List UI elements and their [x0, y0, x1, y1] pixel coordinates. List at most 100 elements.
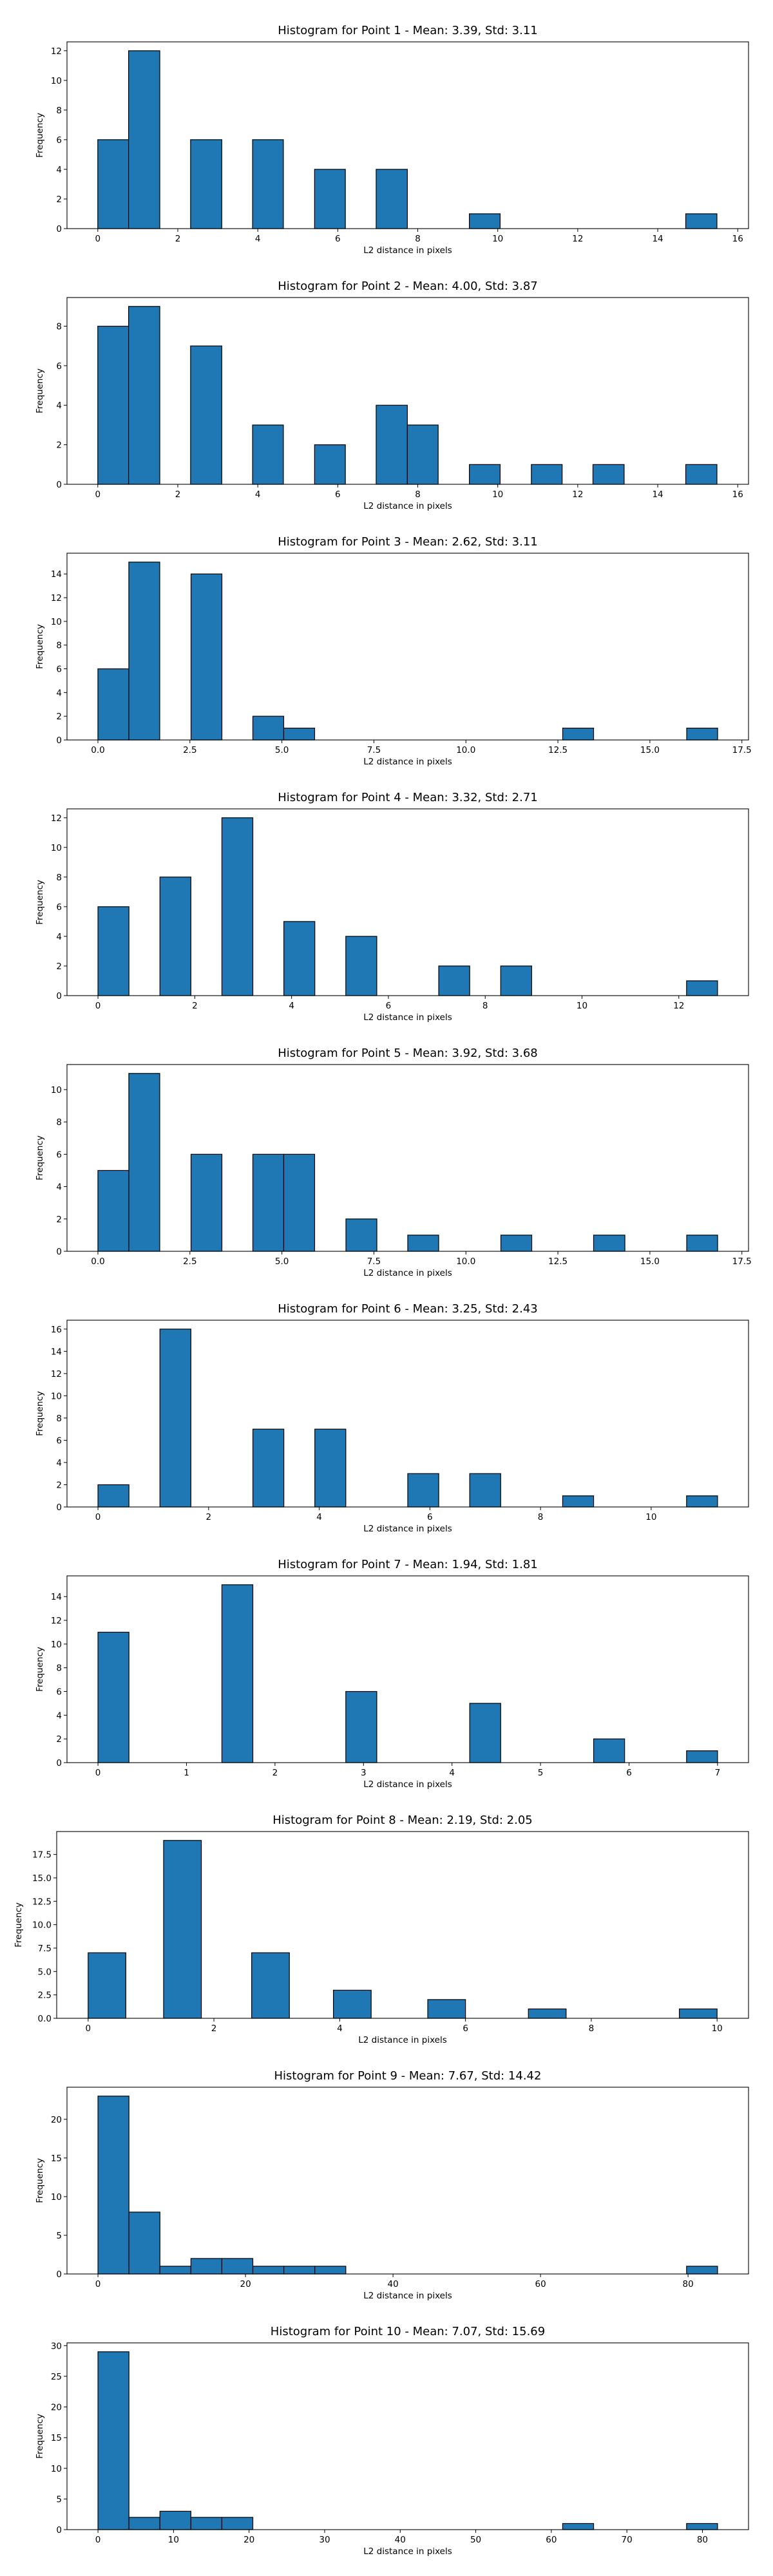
- y-tick-label: 2: [56, 440, 62, 451]
- y-tick-label: 4: [56, 1710, 62, 1721]
- histogram-bar: [685, 213, 718, 229]
- y-tick-label: 0: [56, 1247, 62, 1257]
- x-tick-label: 0: [95, 1512, 101, 1522]
- y-tick-label: 25: [51, 2372, 62, 2382]
- x-axis-label: L2 distance in pixels: [363, 1779, 452, 1790]
- y-axis-label: Frequency: [35, 368, 45, 413]
- y-tick-label: 10: [51, 1391, 62, 1401]
- x-tick-label: 4: [337, 2023, 343, 2034]
- histogram-bar: [345, 936, 377, 996]
- histogram-bar: [97, 139, 129, 229]
- histogram-bar: [159, 1329, 191, 1508]
- axes-frame: [66, 2087, 749, 2275]
- chart-title: Histogram for Point 1 - Mean: 3.39, Std:…: [278, 24, 538, 37]
- bars: [97, 1329, 718, 1508]
- y-tick-label: 12: [51, 593, 62, 603]
- x-tick-label: 17.5: [732, 1256, 752, 1267]
- x-tick-label: 2: [175, 489, 181, 500]
- y-tick-label: 8: [56, 873, 62, 883]
- y-tick-label: 10: [51, 76, 62, 86]
- y-tick-label: 8: [56, 106, 62, 116]
- y-tick-label: 0: [56, 991, 62, 1001]
- y-tick-label: 10: [51, 843, 62, 853]
- y-tick-label: 5.0: [38, 1967, 52, 1977]
- histogram-bar: [251, 1952, 290, 2019]
- chart-title: Histogram for Point 4 - Mean: 3.32, Std:…: [278, 791, 538, 804]
- y-tick-label: 14: [51, 1592, 62, 1602]
- y-tick-label: 8: [56, 1414, 62, 1424]
- axes-frame: [66, 553, 749, 741]
- x-tick-label: 4: [316, 1512, 322, 1522]
- histogram-bar: [97, 906, 129, 996]
- histogram-bar: [469, 213, 501, 229]
- histogram-bar: [345, 1690, 377, 1763]
- x-axis-label: L2 distance in pixels: [363, 1012, 452, 1023]
- histogram-bar: [283, 2266, 316, 2275]
- x-axis: 0 20 40 60 80: [95, 2274, 694, 2289]
- x-axis: 0.0 2.5 5.0 7.5 10.0 12.5 15.0 17.5: [91, 740, 752, 755]
- x-axis-label: L2 distance in pixels: [363, 2291, 452, 2301]
- axes-frame: [56, 1831, 749, 2019]
- x-tick-label: 0: [86, 2023, 91, 2034]
- y-tick-label: 10.0: [32, 1920, 52, 1931]
- y-tick-label: 2: [56, 1215, 62, 1225]
- histogram-bar: [221, 2517, 254, 2530]
- x-tick-label: 12: [572, 234, 583, 244]
- y-tick-label: 4: [56, 1458, 62, 1468]
- histogram-bar: [427, 1999, 466, 2019]
- histogram-bar: [159, 2510, 191, 2530]
- x-tick-label: 14: [652, 234, 663, 244]
- histogram-bar: [159, 876, 191, 996]
- x-tick-label: 4: [255, 234, 261, 244]
- histogram-bar: [128, 50, 160, 229]
- histogram-bar: [97, 2351, 129, 2530]
- bars: [88, 1840, 718, 2019]
- y-axis-label: Frequency: [35, 1135, 45, 1180]
- y-tick-label: 8: [56, 641, 62, 651]
- y-tick-label: 30: [51, 2341, 62, 2351]
- x-tick-label: 20: [243, 2535, 254, 2545]
- x-tick-label: 6: [463, 2023, 468, 2034]
- histogram-bar: [407, 1473, 439, 1508]
- histogram-bar: [97, 668, 129, 741]
- histogram-bar: [314, 1428, 347, 1508]
- x-tick-label: 70: [622, 2535, 633, 2545]
- y-tick-label: 2.5: [38, 1991, 52, 2001]
- y-tick-label: 6: [56, 135, 62, 146]
- histogram-bar: [562, 2523, 595, 2530]
- x-tick-label: 2.5: [183, 1256, 196, 1267]
- histogram-bar: [685, 464, 718, 485]
- y-tick-label: 20: [51, 2115, 62, 2125]
- y-axis: 0 2 4 6 8 10 12 14: [51, 1592, 67, 1768]
- x-tick-label: 0: [95, 1768, 101, 1778]
- x-tick-label: 8: [589, 2023, 595, 2034]
- histogram-bar: [528, 2008, 567, 2019]
- histogram-panel-1: Histogram for Point 1 - Mean: 3.39, Std:…: [35, 24, 749, 256]
- x-tick-label: 6: [427, 1512, 433, 1522]
- histogram-bar: [376, 169, 408, 229]
- histogram-bar: [88, 1952, 127, 2019]
- x-axis: 0 2 4 6 8 10 12: [95, 996, 684, 1011]
- y-tick-label: 16: [51, 1325, 62, 1335]
- bars: [97, 817, 718, 996]
- y-tick-label: 2: [56, 1734, 62, 1745]
- histogram-bar: [97, 2096, 129, 2275]
- x-tick-label: 7.5: [367, 1256, 381, 1267]
- histogram-bar: [221, 817, 254, 996]
- y-axis-label: Frequency: [35, 880, 45, 925]
- x-tick-label: 12.5: [548, 1256, 568, 1267]
- x-axis-label: L2 distance in pixels: [363, 757, 452, 767]
- axes-frame: [66, 41, 749, 229]
- histogram-bar: [252, 1428, 285, 1508]
- histogram-bar: [406, 424, 439, 485]
- x-axis-label: L2 distance in pixels: [363, 2546, 452, 2557]
- bars: [97, 306, 718, 485]
- x-tick-label: 40: [388, 2279, 399, 2289]
- y-axis-label: Frequency: [35, 1647, 45, 1692]
- x-tick-label: 80: [683, 2279, 694, 2289]
- histogram-bar: [686, 2266, 718, 2275]
- y-tick-label: 12: [51, 1369, 62, 1379]
- y-tick-label: 10: [51, 2192, 62, 2202]
- x-tick-label: 12.5: [548, 745, 568, 755]
- x-tick-label: 2: [175, 234, 181, 244]
